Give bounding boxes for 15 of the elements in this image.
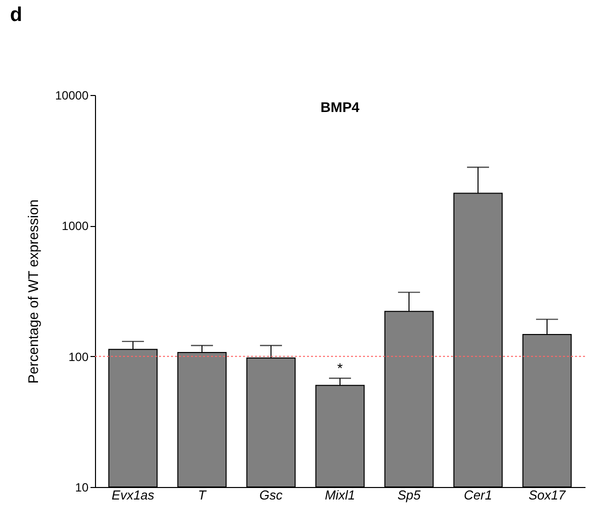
x-tick-label: Mixl1 (324, 488, 356, 502)
x-tick-label: T (198, 488, 207, 502)
y-tick-label: 10000 (55, 88, 89, 102)
y-tick-label: 100 (68, 350, 89, 364)
x-tick-label: Cer1 (464, 488, 492, 502)
annotation: * (337, 360, 344, 376)
chart-title: BMP4 (320, 99, 360, 115)
x-tick-label: Evx1as (112, 488, 155, 502)
text: d (10, 4, 22, 27)
x-tick-label: Gsc (259, 488, 284, 502)
x-tick-label: Sp5 (397, 488, 422, 502)
y-tick-label: 1000 (62, 219, 89, 234)
y-axis-title: Percentage of WT expression (25, 199, 42, 384)
x-tick-label: Sox17 (528, 488, 566, 502)
y-tick-label: 10 (75, 480, 89, 494)
